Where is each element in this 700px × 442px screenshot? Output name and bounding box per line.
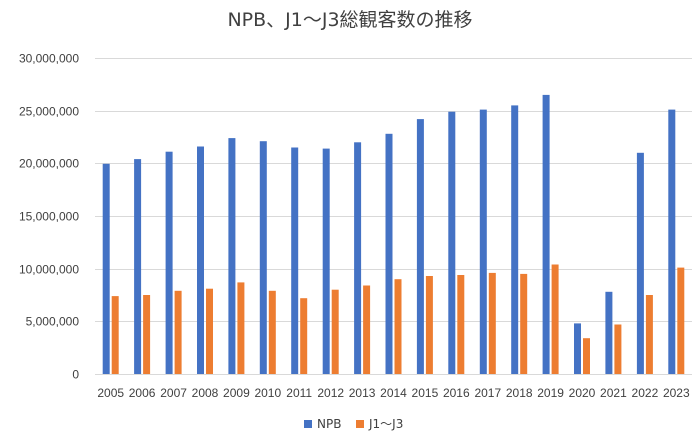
bar-npb <box>542 94 550 375</box>
bar-npb <box>165 151 173 374</box>
gridlines <box>95 58 692 322</box>
bar-j-league <box>394 279 402 374</box>
y-tick-label: 25,000,000 <box>19 105 79 119</box>
bar-j-league <box>331 289 339 374</box>
bar-j-league <box>677 267 685 374</box>
x-tick-label: 2014 <box>380 386 407 400</box>
bar-j-league <box>425 276 433 374</box>
y-tick-label: 10,000,000 <box>19 263 79 277</box>
bar-j-league <box>520 273 528 374</box>
bar-npb <box>479 109 487 374</box>
bar-j-league <box>614 324 622 374</box>
legend-label-npb: NPB <box>317 417 341 431</box>
bar-j-league <box>645 295 653 374</box>
bar-npb <box>574 323 581 374</box>
legend-swatch-j-league <box>356 420 364 428</box>
bar-j-league <box>583 338 590 374</box>
x-tick-label: 2007 <box>160 386 187 400</box>
x-tick-label: 2006 <box>129 386 156 400</box>
x-tick-label: 2011 <box>286 386 312 400</box>
bar-j-league <box>143 295 151 374</box>
chart-title: NPB、J1〜J3総観客数の推移 <box>227 9 472 31</box>
bar-npb <box>416 119 424 374</box>
x-tick-label: 2016 <box>443 386 470 400</box>
bar-npb <box>668 109 676 374</box>
x-tick-label: 2008 <box>192 386 219 400</box>
bar-j-league <box>174 290 182 374</box>
bar-j-league <box>111 296 119 374</box>
bar-npb <box>322 148 330 374</box>
bar-j-league <box>551 264 559 374</box>
x-tick-label: 2010 <box>254 386 281 400</box>
y-tick-label: 5,000,000 <box>26 315 80 329</box>
bar-npb <box>448 111 456 374</box>
bar-j-league <box>488 272 496 374</box>
bar-j-league <box>457 275 465 374</box>
bar-npb <box>354 142 362 374</box>
bar-j-league <box>268 290 276 374</box>
bar-npb <box>291 147 299 374</box>
bar-npb <box>102 163 110 374</box>
bar-npb <box>134 159 142 374</box>
y-tick-label: 20,000,000 <box>19 157 79 171</box>
bar-npb <box>197 146 204 374</box>
x-tick-label: 2022 <box>632 386 659 400</box>
x-tick-label: 2021 <box>600 386 627 400</box>
x-tick-label: 2009 <box>223 386 250 400</box>
x-axis-tick-labels: 2005 2006 2007 2008 2009 2010 2011 2012 2013 2014… <box>97 386 690 400</box>
y-axis-tick-labels: 0 5,000,000 10,000,000 15,000,000 20,000,000… <box>19 52 79 382</box>
x-tick-label: 2015 <box>412 386 439 400</box>
y-tick-label: 0 <box>72 368 79 382</box>
x-tick-label: 2023 <box>663 386 690 400</box>
bar-npb <box>636 152 644 374</box>
bar-npb <box>511 105 519 375</box>
x-tick-label: 2013 <box>349 386 376 400</box>
bar-j-league <box>206 288 213 374</box>
bar-j-league <box>237 282 245 374</box>
x-tick-label: 2017 <box>474 386 501 400</box>
bar-npb <box>228 138 236 374</box>
x-tick-label: 2018 <box>506 386 533 400</box>
bar-j-league <box>363 285 371 374</box>
bar-j-league <box>300 298 308 374</box>
legend: NPB J1〜J3 <box>304 417 403 431</box>
legend-swatch-npb <box>304 420 312 428</box>
x-tick-label: 2005 <box>97 386 124 400</box>
legend-label-j-league: J1〜J3 <box>368 417 403 431</box>
bar-npb <box>605 291 613 374</box>
y-tick-label: 15,000,000 <box>19 210 79 224</box>
bar-npb <box>385 133 393 374</box>
x-tick-label: 2020 <box>569 386 596 400</box>
x-tick-label: 2019 <box>537 386 564 400</box>
bar-npb <box>259 141 267 374</box>
bars <box>102 94 685 375</box>
x-tick-label: 2012 <box>317 386 344 400</box>
y-tick-label: 30,000,000 <box>19 52 79 66</box>
